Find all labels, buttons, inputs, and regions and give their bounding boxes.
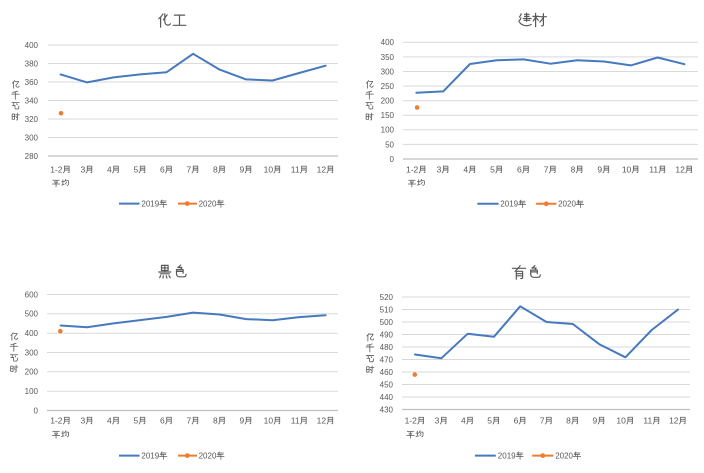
svg-text:6: 6 [517,165,522,175]
svg-text:340: 340 [25,96,39,105]
svg-text:280: 280 [25,152,39,161]
svg-text:2020: 2020 [558,200,576,209]
svg-text:100: 100 [25,387,39,396]
svg-text:9: 9 [239,416,244,426]
svg-text:510: 510 [380,305,394,314]
svg-text:500: 500 [380,318,394,327]
svg-text:0: 0 [34,406,39,415]
svg-text:600: 600 [25,290,39,299]
svg-text:12: 12 [317,416,327,426]
svg-text:3: 3 [80,165,85,175]
svg-text:0: 0 [390,155,395,164]
svg-text:5: 5 [133,416,138,426]
svg-text:5: 5 [490,165,495,175]
svg-text:11: 11 [291,165,300,175]
svg-text:4: 4 [461,416,466,426]
svg-text:380: 380 [25,59,39,68]
svg-text:450: 450 [380,380,394,389]
svg-text:500: 500 [25,310,39,319]
svg-text:1-2: 1-2 [50,416,63,426]
svg-text:12: 12 [669,416,679,426]
svg-text:8: 8 [213,416,218,426]
svg-text:9: 9 [597,165,602,175]
svg-text:400: 400 [381,38,395,47]
svg-text:9: 9 [239,165,244,175]
svg-text:320: 320 [25,115,39,124]
svg-text:2019: 2019 [141,200,159,209]
svg-text:300: 300 [25,348,39,357]
svg-text:6: 6 [160,165,165,175]
svg-text:7: 7 [540,416,545,426]
svg-text:150: 150 [381,111,395,120]
svg-text:2020: 2020 [199,200,217,209]
svg-text:50: 50 [385,140,394,149]
svg-text:5: 5 [133,165,138,175]
svg-text:400: 400 [25,329,39,338]
svg-text:2020: 2020 [199,452,217,461]
svg-text:10: 10 [264,165,274,175]
svg-text:11: 11 [291,416,300,426]
svg-text:2019: 2019 [498,452,516,461]
svg-text:4: 4 [107,165,112,175]
svg-text:1-2: 1-2 [405,416,418,426]
svg-text:300: 300 [25,133,39,142]
svg-text:430: 430 [380,405,394,414]
svg-text:360: 360 [25,78,39,87]
svg-text:4: 4 [107,416,112,426]
svg-text:7: 7 [544,165,549,175]
svg-text:250: 250 [381,82,395,91]
svg-text:460: 460 [380,368,394,377]
svg-text:490: 490 [380,330,394,339]
svg-text:4: 4 [463,165,468,175]
svg-text:3: 3 [437,165,442,175]
svg-text:7: 7 [186,416,191,426]
svg-text:470: 470 [380,355,394,364]
svg-text:1-2: 1-2 [406,165,419,175]
svg-text:11: 11 [643,416,652,426]
svg-text:400: 400 [25,41,39,50]
svg-text:11: 11 [649,165,658,175]
svg-text:200: 200 [25,368,39,377]
svg-text:350: 350 [381,53,395,62]
svg-text:12: 12 [675,165,685,175]
svg-text:10: 10 [616,416,626,426]
svg-text:200: 200 [381,97,395,106]
svg-text:5: 5 [487,416,492,426]
svg-text:3: 3 [435,416,440,426]
svg-text:440: 440 [380,393,394,402]
svg-text:480: 480 [380,343,394,352]
svg-text:2019: 2019 [500,200,518,209]
svg-text:2020: 2020 [555,452,573,461]
svg-text:8: 8 [566,416,571,426]
svg-text:6: 6 [514,416,519,426]
svg-text:7: 7 [186,165,191,175]
svg-text:8: 8 [571,165,576,175]
svg-text:300: 300 [381,67,395,76]
svg-text:12: 12 [317,165,327,175]
svg-text:3: 3 [80,416,85,426]
svg-text:10: 10 [264,416,274,426]
svg-text:6: 6 [160,416,165,426]
svg-text:520: 520 [380,293,394,302]
svg-text:10: 10 [622,165,632,175]
svg-text:9: 9 [592,416,597,426]
svg-text:100: 100 [381,126,395,135]
svg-text:1-2: 1-2 [50,165,63,175]
svg-text:8: 8 [213,165,218,175]
svg-text:2019: 2019 [141,452,159,461]
